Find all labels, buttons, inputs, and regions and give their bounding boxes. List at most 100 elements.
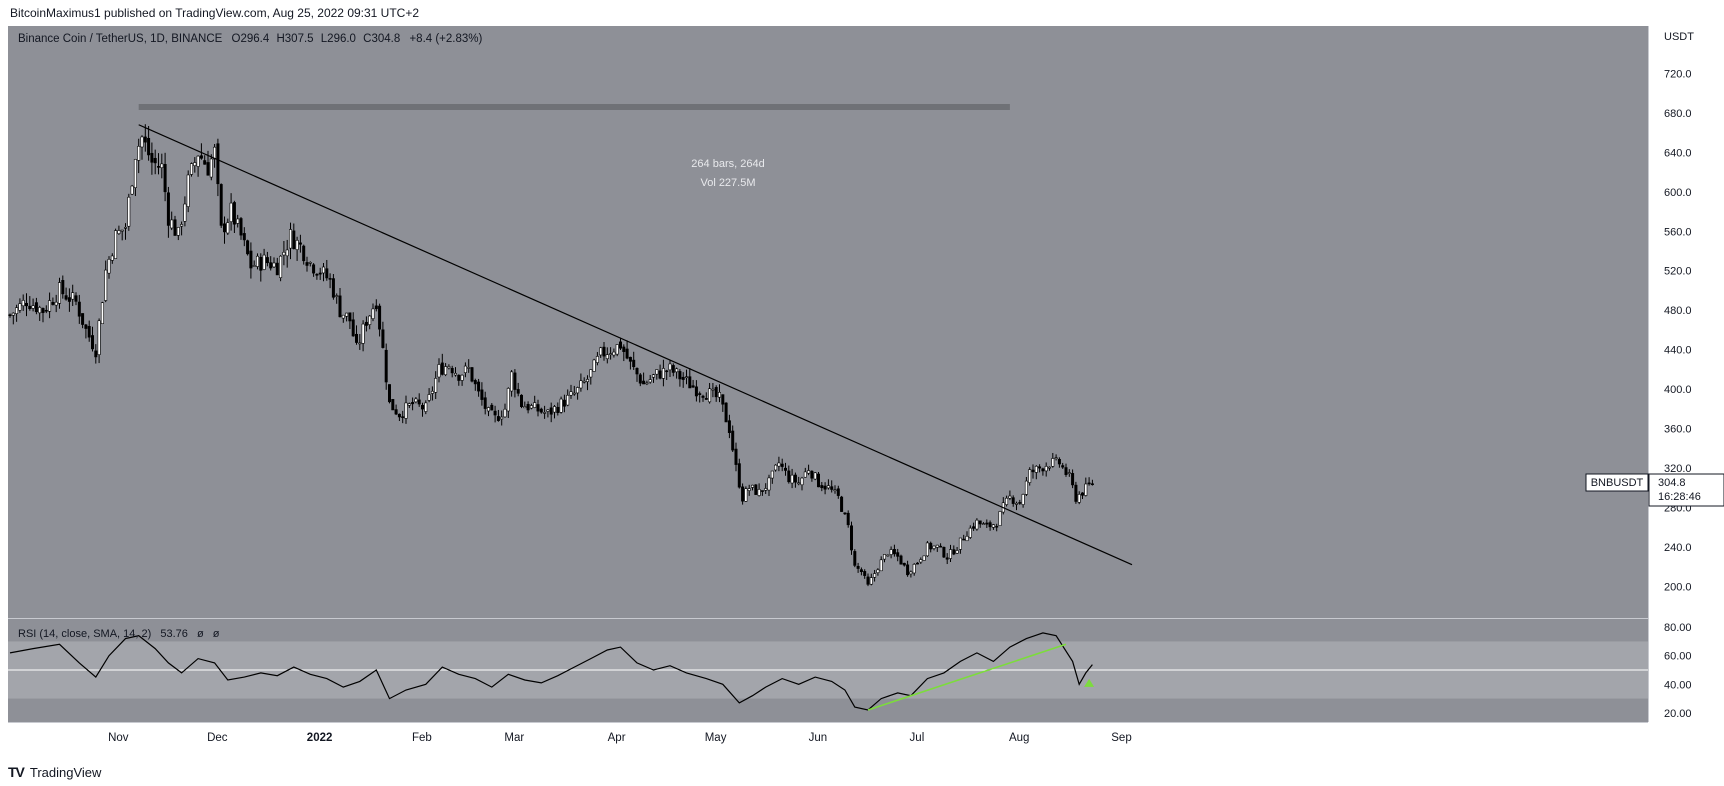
candle-body bbox=[486, 407, 490, 412]
rsi-legend-value: 53.76 bbox=[160, 628, 188, 640]
candle-body bbox=[480, 389, 484, 400]
candle-body bbox=[38, 307, 42, 314]
candle-body bbox=[968, 527, 972, 538]
candle-body bbox=[153, 157, 157, 164]
candle-body bbox=[523, 406, 527, 409]
time-tick-label: Jul bbox=[910, 732, 925, 744]
candle-body bbox=[744, 488, 748, 502]
candle-body bbox=[308, 262, 312, 264]
candle-body bbox=[882, 554, 886, 560]
candle-body bbox=[632, 359, 636, 368]
candle-body bbox=[269, 262, 273, 269]
price-axis-unit: USDT bbox=[1664, 31, 1694, 43]
candle-body bbox=[404, 402, 408, 419]
price-tick-label: 600.0 bbox=[1664, 187, 1692, 199]
candle-body bbox=[1041, 468, 1045, 472]
candle-body bbox=[579, 380, 583, 389]
candle-body bbox=[866, 576, 870, 585]
candle-body bbox=[166, 192, 170, 226]
time-tick-label: Aug bbox=[1009, 732, 1029, 744]
candle-body bbox=[658, 370, 662, 379]
candle-body bbox=[513, 372, 517, 390]
candle-body bbox=[312, 264, 316, 274]
candle-body bbox=[754, 484, 758, 495]
candle-body bbox=[790, 474, 794, 484]
price-tick-label: 520.0 bbox=[1664, 266, 1692, 278]
candle-body bbox=[589, 369, 593, 378]
candle-body bbox=[483, 397, 487, 409]
price-tick-label: 400.0 bbox=[1664, 384, 1692, 396]
candle-body bbox=[622, 346, 626, 352]
candle-body bbox=[942, 546, 946, 558]
candle-body bbox=[147, 137, 151, 156]
candle-body bbox=[592, 359, 596, 372]
footer: TV TradingView bbox=[8, 764, 101, 780]
candle-body bbox=[318, 272, 322, 275]
candle-body bbox=[338, 295, 342, 318]
chart-frame[interactable]: 720.0 680.0 640.0 600.0 560.0 520.0 480.0 440.0… bbox=[0, 26, 1724, 754]
symbol-tag-box bbox=[1585, 473, 1649, 492]
candle-body bbox=[635, 367, 639, 375]
candle-body bbox=[331, 278, 335, 298]
candle-body bbox=[110, 255, 114, 261]
candle-body bbox=[186, 174, 190, 207]
candle-body bbox=[655, 369, 659, 375]
candle-body bbox=[348, 312, 352, 322]
candle-body bbox=[873, 573, 877, 578]
candle-body bbox=[282, 251, 286, 256]
rsi-ascending-trendline[interactable] bbox=[867, 643, 1067, 711]
time-tick-label: Dec bbox=[207, 732, 228, 744]
candle-body bbox=[704, 398, 708, 400]
candle-body bbox=[985, 522, 989, 525]
measure-range-bar[interactable] bbox=[138, 103, 1010, 110]
price-chart[interactable]: 720.0 680.0 640.0 600.0 560.0 520.0 480.0 440.0… bbox=[0, 26, 1724, 754]
candle-body bbox=[364, 321, 368, 326]
candle-body bbox=[1034, 465, 1038, 473]
candle-body bbox=[157, 166, 161, 168]
candle-body bbox=[665, 370, 669, 373]
candle-body bbox=[137, 146, 141, 161]
candle-body bbox=[321, 266, 325, 274]
candle-body bbox=[1084, 483, 1088, 496]
candle-body bbox=[295, 240, 299, 250]
candle-body bbox=[698, 393, 702, 395]
candle-body bbox=[566, 394, 570, 406]
candle-body bbox=[661, 368, 665, 379]
candle-body bbox=[67, 297, 71, 302]
candle-body bbox=[717, 392, 721, 398]
time-tick-label: May bbox=[705, 732, 727, 744]
candle-body bbox=[31, 305, 35, 309]
open-label: O bbox=[232, 33, 241, 45]
candle-body bbox=[896, 552, 900, 557]
candle-body bbox=[615, 344, 619, 355]
candle-body bbox=[41, 308, 45, 313]
candle-body bbox=[760, 490, 764, 492]
price-tick-label: 320.0 bbox=[1664, 463, 1692, 475]
candle-body bbox=[440, 362, 444, 375]
candle-body bbox=[516, 389, 520, 394]
candle-body bbox=[889, 549, 893, 555]
rsi-tick-label: 80.00 bbox=[1664, 622, 1692, 634]
candle-body bbox=[1028, 469, 1032, 483]
candle-body bbox=[229, 202, 233, 222]
candle-body bbox=[543, 412, 547, 414]
candle-body bbox=[24, 302, 28, 307]
candle-body bbox=[737, 463, 741, 488]
candle-body bbox=[496, 416, 500, 421]
descending-trendline[interactable] bbox=[138, 124, 1133, 566]
candle-body bbox=[354, 333, 358, 343]
main-pane[interactable] bbox=[8, 26, 1648, 618]
rsi-line[interactable] bbox=[9, 632, 1093, 711]
candle-body bbox=[556, 406, 560, 413]
candle-body bbox=[562, 399, 566, 407]
time-tick-label: Jun bbox=[809, 732, 828, 744]
candle-body bbox=[107, 259, 111, 274]
candle-body bbox=[780, 463, 784, 467]
candle-body bbox=[114, 230, 118, 259]
candle-body bbox=[787, 470, 791, 483]
candle-body bbox=[490, 404, 494, 411]
candle-body bbox=[74, 295, 78, 302]
candle-body bbox=[477, 381, 481, 392]
candle-body bbox=[206, 162, 210, 176]
rsi-tick-label: 60.00 bbox=[1664, 651, 1692, 663]
